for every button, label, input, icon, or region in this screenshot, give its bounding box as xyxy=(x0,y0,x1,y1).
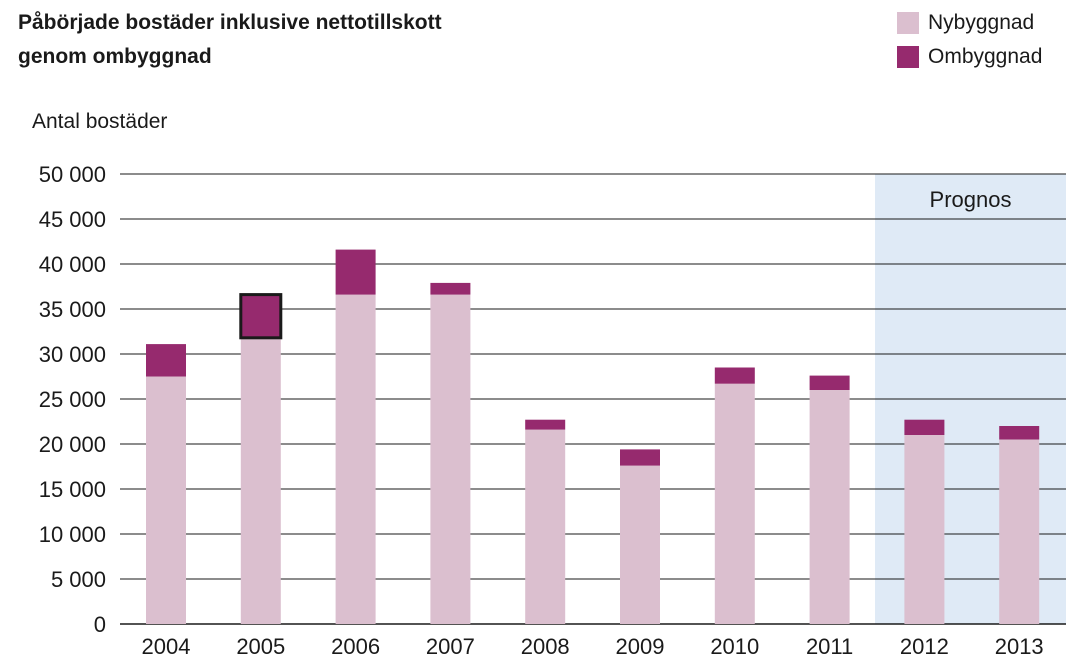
legend-label-ombyggnad: Ombyggnad xyxy=(928,45,1043,68)
bar-ombyggnad-2011 xyxy=(809,375,850,390)
x-tick-label-2008: 2008 xyxy=(521,634,570,659)
bar-nybyggnad-2004 xyxy=(146,376,186,624)
bar-ombyggnad-2005 xyxy=(239,293,283,340)
bar-nybyggnad-2012 xyxy=(904,435,945,624)
x-tick-label-2010: 2010 xyxy=(710,634,759,659)
y-tick-label-45000: 45 000 xyxy=(39,207,106,232)
bar-ombyggnad-2004 xyxy=(146,344,186,377)
bar-ombyggnad-2013 xyxy=(999,426,1040,440)
y-tick-label-10000: 10 000 xyxy=(39,522,106,547)
x-tick-label-2009: 2009 xyxy=(616,634,665,659)
legend-item-nybyggnad: Nybyggnad xyxy=(897,6,1042,40)
y-tick-label-35000: 35 000 xyxy=(39,297,106,322)
bar-nybyggnad-2009 xyxy=(620,465,660,624)
y-tick-label-40000: 40 000 xyxy=(39,252,106,277)
bar-nybyggnad-2005 xyxy=(240,337,281,624)
y-tick-label-5000: 5 000 xyxy=(51,567,106,592)
legend: Nybyggnad Ombyggnad xyxy=(897,6,1042,74)
x-tick-label-2011: 2011 xyxy=(806,634,853,659)
forecast-label: Prognos xyxy=(930,187,1012,212)
bar-ombyggnad-2009 xyxy=(620,449,660,466)
y-axis-label: Antal bostäder xyxy=(32,110,168,133)
bar-ombyggnad-2008 xyxy=(525,419,566,430)
x-tick-label-2007: 2007 xyxy=(426,634,475,659)
bar-nybyggnad-2010 xyxy=(714,383,755,624)
y-tick-label-25000: 25 000 xyxy=(39,387,106,412)
legend-label-nybyggnad: Nybyggnad xyxy=(928,11,1035,34)
chart-title-line-1: Påbörjade bostäder inklusive nettotillsk… xyxy=(18,11,442,34)
y-tick-label-30000: 30 000 xyxy=(39,342,106,367)
x-tick-label-2005: 2005 xyxy=(236,634,285,659)
bar-nybyggnad-2013 xyxy=(999,439,1040,624)
x-tick-label-2006: 2006 xyxy=(331,634,380,659)
x-tick-label-2013: 2013 xyxy=(995,634,1044,659)
x-tick-label-2004: 2004 xyxy=(142,634,191,659)
bar-nybyggnad-2007 xyxy=(430,294,471,624)
y-tick-label-20000: 20 000 xyxy=(39,432,106,457)
bar-nybyggnad-2011 xyxy=(809,390,850,624)
x-tick-label-2012: 2012 xyxy=(900,634,949,659)
bar-ombyggnad-2012 xyxy=(904,419,945,435)
y-tick-label-15000: 15 000 xyxy=(39,477,106,502)
bar-nybyggnad-2008 xyxy=(525,429,566,624)
chart-title: Påbörjade bostäder inklusive nettotillsk… xyxy=(18,6,578,74)
bar-ombyggnad-2007 xyxy=(430,282,471,295)
legend-swatch-ombyggnad xyxy=(897,46,919,68)
y-tick-label-0: 0 xyxy=(94,612,106,637)
bar-nybyggnad-2006 xyxy=(335,294,376,624)
bar-ombyggnad-2006 xyxy=(335,249,376,295)
bar-ombyggnad-2010 xyxy=(714,367,755,384)
y-tick-label-50000: 50 000 xyxy=(39,162,106,187)
chart-title-line-2: genom ombyggnad xyxy=(18,45,212,68)
legend-item-ombyggnad: Ombyggnad xyxy=(897,40,1042,74)
legend-swatch-nybyggnad xyxy=(897,12,919,34)
